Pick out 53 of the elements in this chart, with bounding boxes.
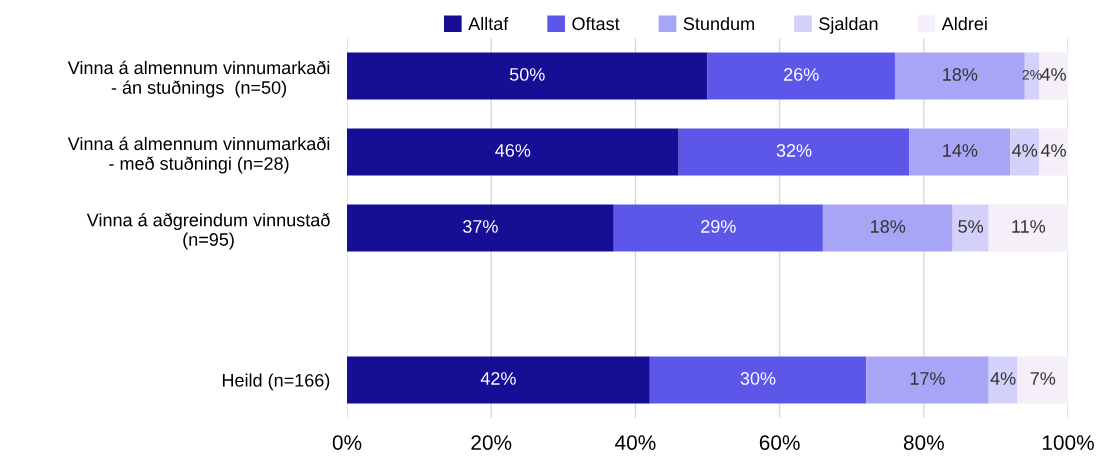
x-tick-label: 40% [615,435,656,450]
data-label: 29% [701,220,736,233]
legend-label: Oftast [572,16,620,31]
data-label: 4% [1040,68,1066,81]
data-label: 32% [776,144,812,157]
data-label: 50% [509,68,545,81]
data-label: 18% [871,220,906,233]
data-label: 4% [990,372,1016,385]
data-label: 18% [943,68,978,81]
data-label: 17% [910,372,945,385]
data-label: 37% [463,220,498,233]
bar [347,52,708,100]
bar [988,356,1018,404]
y-tick-label: Heild (n=166) [222,373,330,391]
bar [1010,128,1040,176]
y-tick-label: Vinna á almennum vinnumarkaði - án stuðnings (n=50) [67,60,330,98]
y-tick-label: Vinna á aðgreindum vinnustað (n=95) [86,212,330,250]
bar [909,128,1011,176]
bar [707,52,895,100]
bar [347,356,650,404]
data-label: 7% [1030,372,1056,385]
bar [1017,356,1068,404]
legend-label: Sjaldan [819,16,878,34]
data-label: 14% [943,144,978,157]
bar [1039,128,1068,176]
x-tick-label: 0% [332,435,362,450]
bar [347,204,614,252]
data-label: 26% [784,68,819,81]
bar [613,204,823,252]
bar [952,204,989,252]
data-label: 5% [958,220,984,233]
data-label: 4% [1040,144,1066,157]
legend-label: Stundum [683,16,754,31]
x-tick-label: 80% [903,435,944,450]
data-label: 2% [1022,69,1042,80]
data-label: 46% [495,144,531,157]
legend-label: Alltaf [468,16,509,31]
bar [678,128,910,176]
data-label: 42% [480,372,516,385]
bar [866,356,989,404]
x-tick-label: 20% [471,435,512,450]
bar [1024,52,1040,100]
bar [822,204,953,252]
data-label: 30% [740,372,776,385]
legend-label: Aldrei [941,16,987,31]
y-tick-label: Vinna á almennum vinnumarkaði - með stuðningi (n=28) [67,136,330,174]
bar [988,204,1068,252]
bar [347,128,679,176]
bar [649,356,867,404]
data-label: 11% [1012,220,1046,233]
x-tick-label: 60% [759,435,800,450]
data-label: 4% [1012,144,1038,157]
x-tick-label: 100% [1042,435,1094,450]
